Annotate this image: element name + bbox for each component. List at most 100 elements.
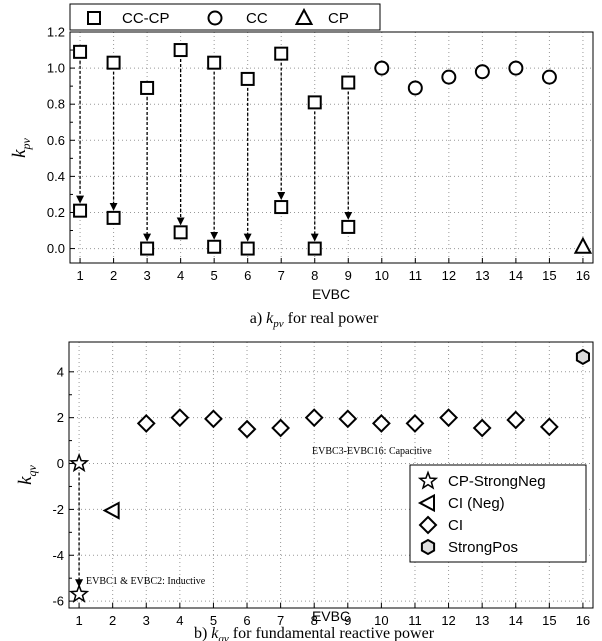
panel-a-caption: a) kpv for real power: [250, 310, 379, 330]
x-tick-label: 3: [143, 268, 150, 283]
legend-marker-cp-strongneg: [417, 470, 439, 490]
legend-marker-cp: [294, 7, 314, 25]
point-cc-cp: [173, 43, 188, 58]
panel-b-caption: b) kqv for fundamental reactive power: [194, 625, 435, 641]
legend-label-cc: CC: [246, 10, 268, 27]
x-tick-label: 9: [345, 268, 352, 283]
x-tick-label: 16: [576, 613, 590, 628]
point-ci-neg: [102, 501, 120, 520]
svg-text:kpv: kpv: [9, 137, 33, 157]
point-ci: [439, 408, 458, 428]
point-cc: [508, 60, 524, 76]
point-cc-cp: [207, 55, 222, 70]
legend-marker-ci-neg: [417, 493, 435, 513]
point-cp-strongneg: [69, 583, 90, 603]
y-tick-label: 2: [57, 410, 64, 425]
point-cp: [573, 236, 593, 254]
y-tick-label: 0.0: [47, 241, 65, 256]
legend-marker-strongpos: [420, 538, 436, 556]
legend-label-strongpos: StrongPos: [448, 539, 518, 556]
point-cc: [474, 64, 490, 80]
point-strongpos: [575, 348, 590, 366]
legend-marker-cp: [294, 7, 314, 25]
legend-marker-ci: [418, 515, 438, 535]
x-tick-label: 6: [244, 268, 251, 283]
point-ci: [472, 418, 492, 438]
legend-marker-strongpos: [420, 538, 436, 556]
panel-a-plot-frame: [69, 31, 594, 264]
x-tick-label: 12: [442, 268, 456, 283]
legend-label-cp-strongneg: CP-StrongNeg: [448, 473, 546, 490]
y-tick-label: -2: [52, 502, 64, 517]
x-tick-label: 1: [76, 268, 83, 283]
point-ci: [170, 408, 190, 428]
point-cc-cp: [307, 95, 322, 110]
panel-a-ticks: 1 2 3 4 5 6 7 8 9 10 11 12 13 14 15 160.00.20.40.60.81.…: [47, 25, 590, 284]
x-tick-label: 14: [509, 613, 523, 628]
point-ci: [237, 419, 257, 439]
x-tick-label: 11: [409, 268, 423, 283]
x-tick-label: 8: [311, 268, 318, 283]
point-cc: [407, 80, 423, 96]
y-tick-label: 0.6: [47, 133, 65, 148]
x-tick-label: 10: [374, 613, 388, 628]
x-tick-label: 4: [176, 613, 183, 628]
x-tick-label: 10: [375, 268, 389, 283]
x-tick-label: 15: [542, 613, 556, 628]
x-tick-label: 4: [177, 268, 184, 283]
panel-b-plot-frame: [68, 341, 594, 609]
point-cc-cp: [274, 46, 289, 61]
point-ci: [271, 418, 291, 438]
point-cc-cp: [240, 71, 255, 86]
point-ci: [506, 410, 526, 430]
point-ci: [405, 413, 425, 433]
point-cc-cp: [140, 241, 155, 256]
x-tick-label: 8: [311, 613, 318, 628]
legend-label-cc-cp: CC-CP: [122, 10, 170, 27]
legend-marker-ci-neg: [417, 493, 435, 513]
point-cc-cp: [73, 203, 88, 218]
point-cc: [374, 60, 390, 76]
panel-a-legend: CC-CP CC CP: [69, 3, 381, 31]
y-tick-label: 1.2: [47, 25, 65, 40]
x-tick-label: 13: [475, 613, 489, 628]
x-tick-label: 9: [344, 613, 351, 628]
panel-a-xlabel: EVBC: [312, 286, 350, 302]
y-tick-label: -4: [52, 548, 64, 563]
y-tick-label: 0.4: [47, 169, 65, 184]
x-tick-label: 5: [211, 268, 218, 283]
legend-marker-cc-cp: [87, 11, 101, 25]
point-cc: [541, 69, 557, 85]
panel-b-marks: [68, 348, 590, 603]
point-cc-cp: [307, 241, 322, 256]
point-cc-cp: [140, 80, 155, 95]
point-ci: [204, 409, 223, 429]
panel-a-marks: [73, 43, 593, 256]
legend-marker-cc-cp: [87, 11, 101, 25]
legend-label-ci: CI: [448, 517, 463, 534]
legend-marker-cc: [207, 10, 223, 26]
y-tick-label: 0.2: [47, 205, 65, 220]
point-cc-cp: [240, 241, 255, 256]
point-cp-strongneg: [68, 452, 90, 473]
x-tick-label: 1: [75, 613, 82, 628]
point-cc-cp: [173, 225, 188, 240]
x-tick-label: 14: [509, 268, 523, 283]
x-tick-label: 2: [110, 268, 117, 283]
point-cc-cp: [207, 239, 222, 254]
x-tick-label: 15: [542, 268, 556, 283]
legend-label-cp: CP: [328, 10, 349, 27]
panel-a-arrows: [76, 59, 353, 242]
x-tick-label: 16: [576, 268, 590, 283]
point-cc-cp: [341, 75, 356, 90]
point-cc-cp: [73, 44, 88, 59]
point-ci: [338, 409, 358, 429]
point-cc-cp: [274, 200, 289, 215]
y-tick-label: 0.8: [47, 97, 65, 112]
legend-marker-ci: [418, 515, 438, 535]
panel-a-ylabel: kpv: [9, 137, 33, 157]
svg-text:kqv: kqv: [15, 464, 39, 484]
panel-b-xlabel: EVBC: [312, 608, 350, 624]
x-tick-label: 7: [278, 268, 285, 283]
